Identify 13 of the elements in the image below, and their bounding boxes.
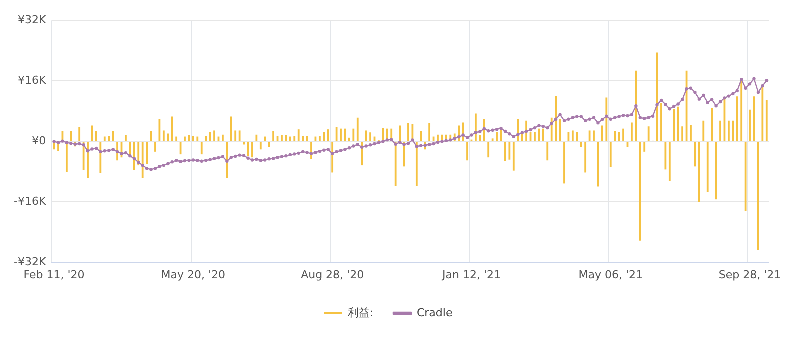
x-tick-label: Aug 28, '20 (301, 268, 364, 282)
y-tick-label: ¥32K (18, 13, 47, 26)
x-tick-label: May 20, '20 (161, 268, 226, 282)
y-tick-label: ¥16K (18, 74, 47, 88)
legend-label: 利益: (348, 306, 374, 320)
x-tick-label: Jan 12, '21 (441, 268, 501, 282)
y-tick-label: ¥0 (32, 134, 46, 148)
x-tick-label: May 06, '21 (578, 268, 644, 282)
legend-label: Cradle (416, 306, 453, 320)
y-tick-label: -¥32K (14, 256, 47, 269)
x-tick-label: Sep 28, '21 (718, 268, 782, 282)
x-tick-label: Feb 11, '20 (24, 268, 85, 282)
y-tick-label: -¥16K (14, 195, 47, 208)
